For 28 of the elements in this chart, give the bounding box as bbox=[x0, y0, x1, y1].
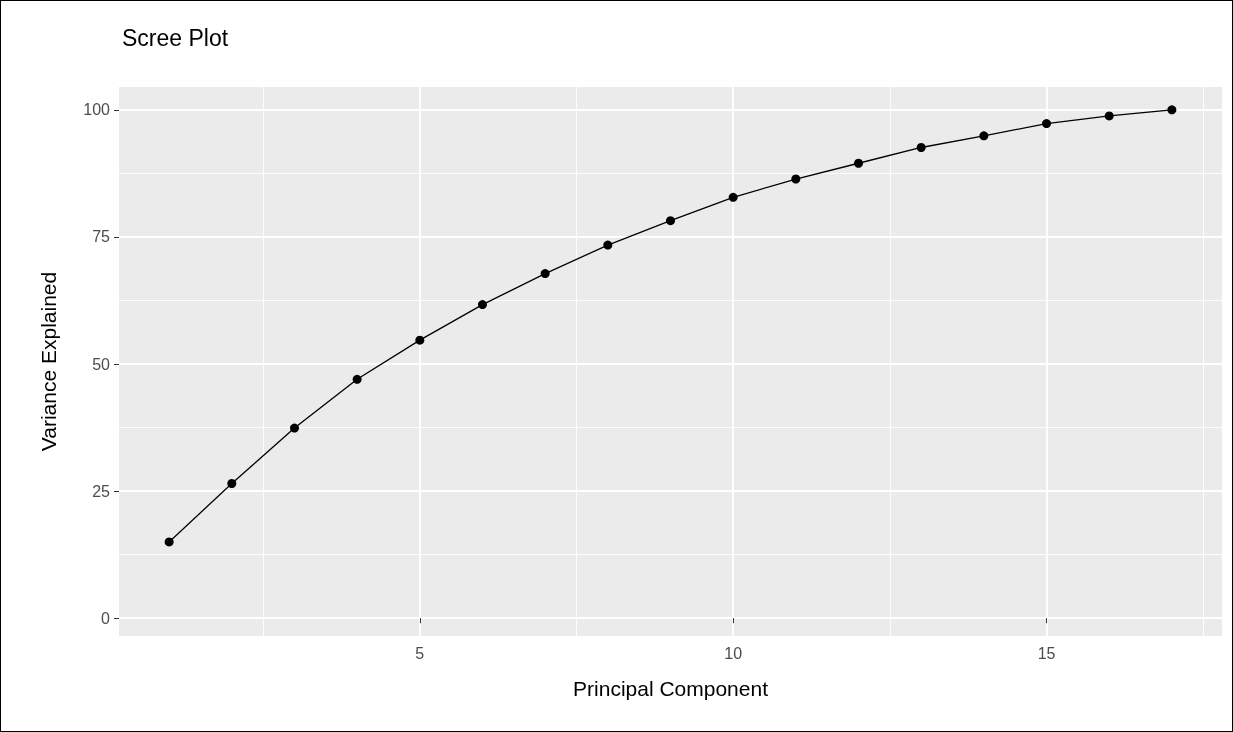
y-tick-label: 0 bbox=[101, 609, 111, 627]
point bbox=[1042, 119, 1052, 129]
point bbox=[478, 300, 487, 310]
x-tick-label: 10 bbox=[724, 644, 743, 662]
point bbox=[791, 174, 801, 184]
point bbox=[164, 537, 174, 547]
y-tick-label: 100 bbox=[83, 101, 111, 119]
point bbox=[289, 423, 299, 433]
point bbox=[540, 269, 550, 279]
point bbox=[979, 131, 989, 141]
point bbox=[854, 158, 864, 168]
point bbox=[728, 192, 738, 202]
point bbox=[1167, 105, 1177, 115]
point bbox=[916, 142, 926, 152]
point bbox=[666, 216, 675, 226]
x-tick-label: 5 bbox=[415, 644, 425, 662]
point bbox=[227, 479, 237, 488]
point bbox=[603, 240, 613, 250]
y-axis-title: Variance Explained bbox=[37, 271, 60, 452]
y-tick-label: 75 bbox=[92, 228, 111, 246]
y-tick-label: 50 bbox=[92, 355, 111, 373]
point bbox=[415, 335, 425, 345]
point bbox=[1104, 111, 1114, 121]
x-tick-label: 15 bbox=[1037, 644, 1056, 662]
chart-title: Scree Plot bbox=[122, 24, 229, 51]
point bbox=[352, 374, 362, 384]
y-tick-label: 25 bbox=[92, 482, 111, 500]
x-axis-title: Principal Component bbox=[573, 677, 769, 700]
